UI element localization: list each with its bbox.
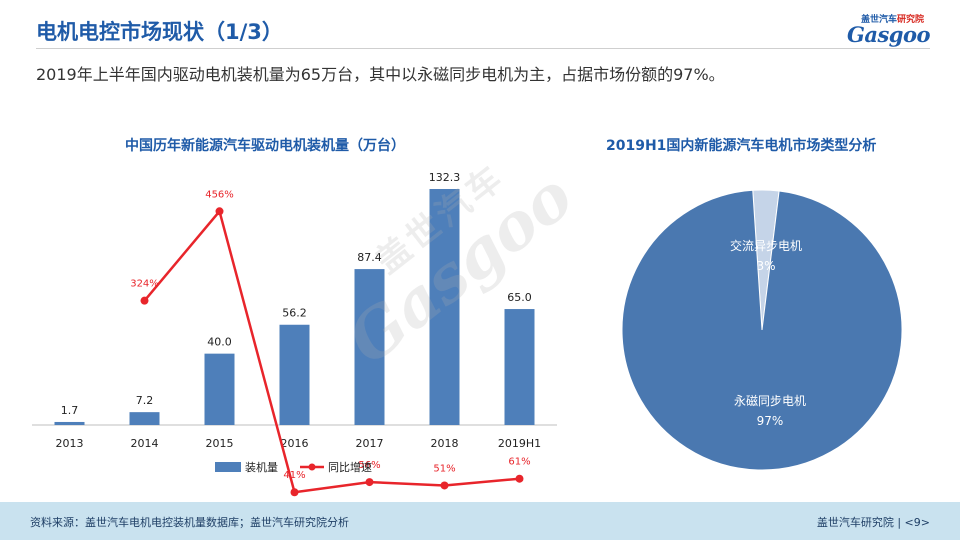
growth-line: [143, 208, 520, 494]
pie-chart-title: 2019H1国内新能源汽车电机市场类型分析: [606, 138, 877, 154]
x-tick-label-2018: 2018: [431, 437, 459, 450]
growth-point-2014: [140, 296, 149, 305]
growth-point-2018: [440, 481, 449, 490]
bar-label-2016: 56.2: [282, 307, 307, 320]
growth-point-2017: [365, 478, 374, 487]
legend-bar-swatch: [215, 462, 241, 472]
growth-label-2018: 51%: [433, 463, 455, 474]
footer-bar: 资料来源：盖世汽车电机电控装机量数据库；盖世汽车研究院分析 盖世汽车研究院 | …: [0, 502, 960, 540]
bar-2019H1: [504, 309, 535, 425]
legend-line-marker: [308, 463, 316, 471]
bar-2014: [129, 412, 160, 425]
logo-cn-text: 盖世汽车研究院: [860, 15, 924, 25]
pie-label-pmsm: 永磁同步电机: [734, 393, 806, 408]
growth-point-2015: [215, 207, 224, 216]
x-tick-label-2016: 2016: [281, 437, 309, 450]
legend-bar-label: 装机量: [245, 460, 278, 474]
bar-2018: [429, 189, 460, 425]
growth-point-2016: [290, 488, 299, 497]
page-title: 电机电控市场现状（1/3）: [36, 20, 283, 44]
x-tick-label-2013: 2013: [56, 437, 84, 450]
gasgoo-logo: 盖世汽车研究院 Gasgoo: [830, 12, 931, 47]
growth-label-2019H1: 61%: [508, 457, 530, 468]
pie-label-async: 交流异步电机: [730, 238, 802, 253]
bar-label-2018: 132.3: [429, 171, 461, 184]
legend-line-label: 同比增速: [328, 460, 372, 474]
pie-pct-pmsm: 97%: [757, 414, 784, 428]
growth-label-2015: 456%: [205, 189, 234, 200]
bar-label-2019H1: 65.0: [507, 291, 532, 304]
x-tick-label-2017: 2017: [356, 437, 384, 450]
x-tick-label-2015: 2015: [206, 437, 234, 450]
bar-chart-title: 中国历年新能源汽车驱动电机装机量（万台）: [125, 138, 405, 154]
bar-2017: [354, 269, 385, 425]
x-tick-label-2019H1: 2019H1: [498, 437, 541, 450]
bar-label-2015: 40.0: [207, 336, 232, 349]
bar-label-2014: 7.2: [136, 394, 154, 407]
growth-label-2014: 324%: [130, 279, 159, 290]
x-tick-label-2014: 2014: [131, 437, 159, 450]
growth-label-2017: 56%: [358, 460, 380, 471]
footer-page-number: 盖世汽车研究院 | <9>: [816, 516, 930, 529]
growth-point-2019H1: [515, 474, 524, 483]
pie-slice-pmsm: [621, 189, 903, 471]
footer-source: 资料来源：盖世汽车电机电控装机量数据库；盖世汽车研究院分析: [30, 516, 349, 529]
growth-label-2016: 41%: [283, 470, 305, 481]
logo-en-text: Gasgoo: [846, 22, 931, 47]
bar-2015: [204, 353, 235, 425]
bar-2013: [54, 421, 85, 425]
page-subtitle: 2019年上半年国内驱动电机装机量为65万台，其中以永磁同步电机为主，占据市场份…: [36, 65, 725, 84]
title-divider: [36, 48, 930, 49]
pie-pct-async: 3%: [756, 259, 775, 273]
bar-label-2013: 1.7: [61, 404, 79, 417]
bar-2016: [279, 324, 310, 425]
bar-label-2017: 87.4: [357, 251, 382, 264]
